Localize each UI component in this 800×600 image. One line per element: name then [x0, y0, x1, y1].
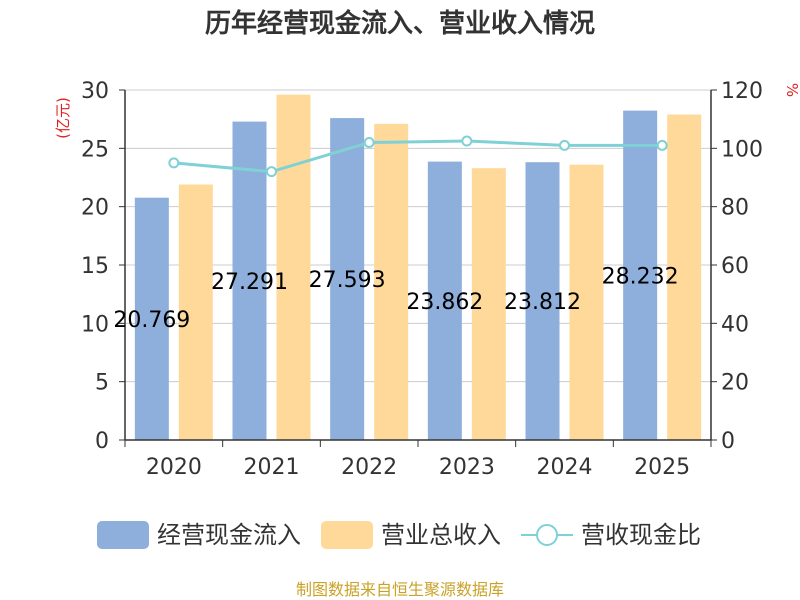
data-label-cash-inflow-2021: 27.291	[211, 270, 288, 295]
source-note: 制图数据来自恒生聚源数据库	[296, 580, 504, 599]
x-tick-label: 2020	[146, 455, 202, 480]
legend-label-cash-inflow: 经营现金流入	[157, 521, 301, 549]
y-right-tick-label: 20	[721, 371, 749, 396]
bar-cash-inflow-2021	[232, 121, 267, 440]
legend-label-ratio: 营收现金比	[581, 521, 701, 549]
y-right-tick-label: 60	[721, 254, 749, 279]
x-tick-label: 2022	[341, 455, 397, 480]
y-right-tick-label: 40	[721, 312, 749, 337]
legend: 经营现金流入 营业总收入 营收现金比	[97, 521, 701, 549]
ratio-point-2024	[559, 139, 570, 151]
bar-revenue-2021	[276, 94, 311, 441]
y-right-tick-label: 100	[721, 137, 763, 162]
legend-swatch-cash-inflow	[97, 521, 149, 549]
bars	[134, 94, 702, 441]
y-left-tick-label: 15	[81, 254, 109, 279]
data-label-cash-inflow-2024: 23.812	[504, 290, 581, 315]
legend-swatch-revenue	[321, 521, 373, 549]
bar-revenue-2022	[374, 123, 409, 440]
ratio-line-path	[173, 139, 663, 174]
bar-revenue-2020	[178, 184, 213, 440]
x-tick-label: 2025	[634, 455, 690, 480]
y-left-tick-label: 20	[81, 196, 109, 221]
legend-label-revenue: 营业总收入	[381, 521, 501, 549]
y-right-tick-label: 80	[721, 196, 749, 221]
ratio-point-2023	[461, 135, 473, 147]
bar-cash-inflow-2020	[134, 197, 169, 440]
ratio-point-2022	[363, 137, 375, 148]
data-label-cash-inflow-2020: 20.769	[113, 308, 190, 333]
x-tick-label: 2021	[244, 455, 300, 480]
y-left-tick-label: 10	[81, 312, 109, 337]
data-label-cash-inflow-2025: 28.232	[602, 264, 679, 289]
y-left-unit: (亿元)	[54, 97, 72, 139]
x-tick-label: 2023	[439, 455, 495, 480]
y-left-tick-label: 5	[95, 371, 109, 396]
y-right-tick-label: 120	[721, 79, 763, 104]
y-left-tick-label: 0	[95, 429, 109, 454]
data-label-cash-inflow-2022: 27.593	[309, 268, 386, 293]
bar-cash-inflow-2024	[525, 162, 560, 440]
y-right-unit: %	[783, 83, 800, 97]
bar-cash-inflow-2023	[427, 161, 462, 441]
legend-marker-ratio	[536, 524, 558, 546]
bar-cash-inflow-2022	[330, 118, 365, 440]
bar-revenue-2023	[471, 168, 506, 440]
ratio-point-2021	[266, 166, 277, 178]
ratio-point-2020	[168, 157, 180, 169]
bar-cash-inflow-2025	[623, 110, 658, 441]
chart-title: 历年经营现金流入、营业收入情况	[205, 8, 595, 39]
data-label-cash-inflow-2023: 23.862	[406, 290, 483, 315]
y-right-tick-label: 0	[721, 429, 735, 454]
y-left-tick-label: 25	[81, 137, 109, 162]
ratio-line	[168, 135, 668, 178]
bar-revenue-2025	[667, 114, 702, 440]
ratio-point-2025	[656, 139, 668, 151]
data-labels: 20.769 27.291 27.593 23.862 23.812 28.232	[113, 264, 678, 333]
grid	[125, 89, 711, 383]
x-tick-label: 2024	[537, 455, 593, 480]
y-left-tick-label: 30	[81, 79, 109, 104]
bar-revenue-2024	[569, 164, 604, 440]
